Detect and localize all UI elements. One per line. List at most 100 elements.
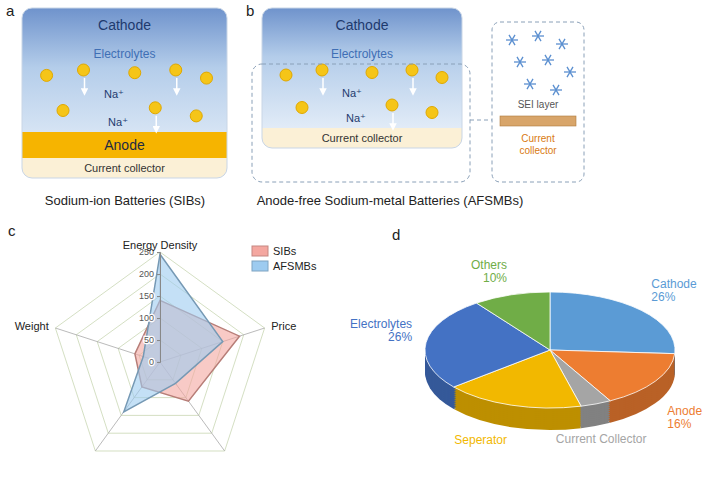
electrolyte-region: [262, 8, 462, 148]
battery-cell: Cathode Electrolytes Na⁺ Na⁺ Anode Current co…: [22, 8, 227, 178]
tick-mark: [157, 362, 160, 363]
legend: SIBsAFSMBs: [252, 245, 317, 272]
battery-cell: CathodeElectrolytesNa⁺Na⁺Current collect…: [262, 8, 462, 148]
sei-flake-arm: [559, 39, 565, 49]
inset-outline: [492, 22, 584, 182]
panel-label: d: [392, 226, 400, 243]
pie-chart: Cathode26%Anode16%Current CollectorSeper…: [350, 258, 702, 448]
sodium-ion: [149, 102, 161, 114]
legend-swatch: [252, 261, 268, 271]
radial-axis: 050100150200250: [139, 247, 161, 367]
sodium-ion: [366, 67, 378, 79]
data-label: 10%: [483, 271, 507, 285]
sodium-ion: [316, 64, 328, 76]
tick-mark: [157, 296, 160, 297]
grid-line: [55, 252, 264, 451]
sei-flake-arm: [535, 31, 541, 41]
tick: 0: [149, 357, 160, 367]
sei-flake: [556, 39, 568, 49]
sei-flake-arm: [509, 35, 515, 45]
tick-label: 100: [139, 313, 154, 323]
panel-label: c: [8, 222, 16, 239]
sei-flake-arm: [527, 79, 533, 89]
pie-slice: [477, 292, 550, 350]
sodium-ion: [129, 67, 141, 79]
panel-label: a: [6, 2, 15, 19]
sei-flake-arm: [527, 79, 533, 89]
sei-flake-arm: [567, 67, 573, 77]
sodium-ion: [170, 64, 182, 76]
current-collector-layer: [22, 158, 227, 178]
sei-flake-arm: [509, 35, 515, 45]
anode-label: Anode: [104, 137, 145, 153]
axis-domain: [157, 253, 161, 363]
electrolytes-label: Electrolytes: [331, 47, 393, 61]
legend-label: SIBs: [273, 245, 297, 257]
sodium-ion: [41, 69, 53, 81]
current-collector-strip: [500, 116, 576, 126]
sei-flake: [564, 67, 576, 77]
slice-label: Cathode: [651, 277, 697, 291]
figure: a Cathode Electrolytes Na⁺ Na⁺ Anode Current c…: [0, 0, 720, 480]
sei-flake: [550, 85, 562, 95]
sei-label: SEI layer: [518, 99, 559, 110]
caption: Sodium-ion Batteries (SIBs): [45, 193, 205, 208]
electrolytes-label: Electrolytes: [93, 47, 155, 61]
sei-flake-arm: [559, 39, 565, 49]
ion-label: Na⁺: [346, 112, 366, 124]
inset-current-collector-label: Currentcollector: [519, 133, 557, 156]
sei-flake: [514, 57, 526, 67]
ion-arrow: [392, 113, 394, 127]
tick-label: 50: [144, 335, 154, 345]
panel-label: b: [246, 2, 254, 19]
ion-arrow: [322, 78, 324, 92]
cell-outline: [262, 8, 462, 148]
sei-flake: [506, 35, 518, 45]
category-label: Weight: [15, 320, 49, 332]
tick: 150: [139, 291, 160, 301]
anode-layer: [22, 132, 227, 158]
sodium-ion: [280, 69, 292, 81]
tick: 50: [144, 335, 160, 345]
ion-arrow: [412, 78, 414, 92]
data-label: 16%: [667, 417, 691, 431]
caption: Anode-free Sodium-metal Batteries (AFSMB…: [257, 193, 524, 208]
sodium-ion: [406, 64, 418, 76]
sodium-ion: [78, 64, 90, 76]
radar-area: [124, 254, 223, 412]
sei-flake-arm: [553, 85, 559, 95]
slice-label: Seperator: [454, 433, 507, 447]
sei-flake: [542, 55, 554, 65]
tick-label: 0: [149, 357, 154, 367]
current-collector-label: Current collector: [322, 132, 403, 144]
slice-label: Electrolytes: [350, 317, 412, 331]
ion-arrow: [84, 78, 86, 92]
category-label: Price: [271, 320, 296, 332]
sei-flake-arm: [517, 57, 523, 67]
ion-arrow: [176, 78, 178, 92]
ion-label: Na⁺: [104, 88, 124, 100]
category-label: Energy Density: [123, 239, 198, 251]
sei-flake-arm: [517, 57, 523, 67]
ion-arrow: [156, 116, 158, 130]
tick-mark: [157, 252, 160, 253]
tick-mark: [157, 274, 160, 275]
ion-label: Na⁺: [108, 116, 128, 128]
sei-flake-arm: [535, 31, 541, 41]
sodium-ion: [296, 102, 308, 114]
current-collector-layer: [262, 128, 462, 148]
cathode-label: Cathode: [98, 17, 151, 33]
sodium-ion: [386, 99, 398, 111]
sei-flake-arm: [545, 55, 551, 65]
radar-chart: 050100150200250Energy DensityPriceWeight…: [15, 239, 317, 451]
sei-flake: [532, 31, 544, 41]
sodium-ion: [190, 110, 202, 122]
zoom-outline: [252, 64, 470, 182]
sodium-ion: [426, 107, 438, 119]
slice-label: Others: [471, 258, 507, 272]
tick-label: 150: [139, 291, 154, 301]
sodium-ion: [436, 72, 448, 84]
slice-label: Current Collector: [556, 432, 647, 446]
current-collector-label: Current collector: [84, 162, 165, 174]
slice-label: Anode: [667, 404, 702, 418]
